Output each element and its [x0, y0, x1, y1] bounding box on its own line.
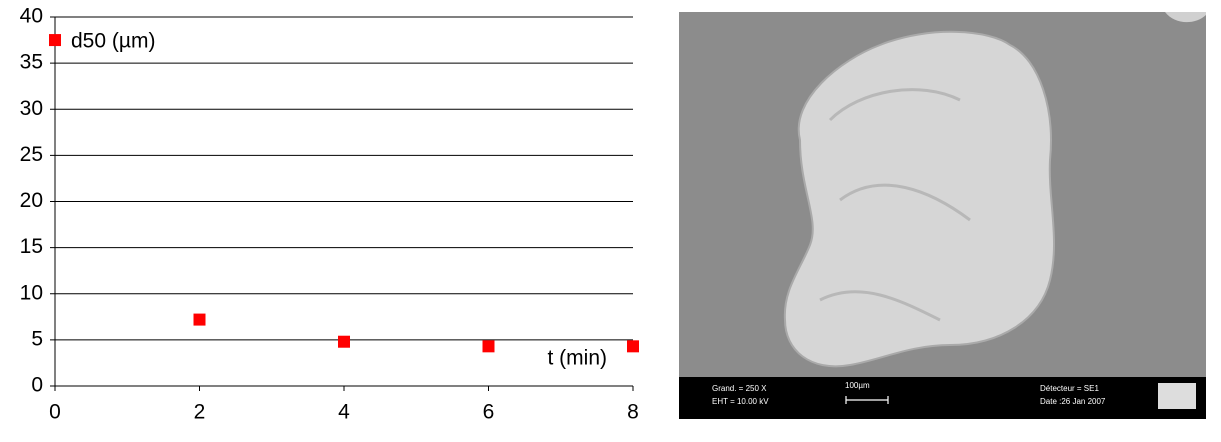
- figure: Grand. = 250 X EHT = 10.00 kV 100µm Déte…: [0, 0, 1221, 437]
- point: [49, 34, 61, 46]
- x-tick-label: 6: [483, 401, 495, 424]
- y-tick-label: 35: [20, 51, 43, 74]
- point: [338, 336, 350, 348]
- page: {"chart_data": {"type": "scatter", "ylab…: [0, 0, 1221, 437]
- y-axis-label: d50 (µm): [71, 30, 155, 53]
- x-tick-label: 8: [627, 401, 639, 424]
- micrograph: Grand. = 250 X EHT = 10.00 kV 100µm Déte…: [679, 12, 1206, 419]
- y-tick-label: 5: [31, 327, 43, 350]
- y-tick-label: 40: [20, 5, 43, 28]
- y-tick-label: 0: [31, 374, 43, 397]
- y-tick-label: 25: [20, 143, 43, 166]
- x-tick-label: 0: [49, 401, 61, 424]
- point: [194, 314, 206, 326]
- y-tick-label: 30: [20, 97, 43, 120]
- point: [483, 340, 495, 352]
- magnification: Grand. = 250 X: [712, 384, 767, 393]
- voltage: EHT = 10.00 kV: [712, 397, 769, 406]
- particle: [785, 32, 1054, 366]
- x-tick-label: 2: [194, 401, 206, 424]
- point: [627, 340, 639, 352]
- date: Date :26 Jan 2007: [1040, 397, 1106, 406]
- detector: Détecteur = SE1: [1040, 384, 1099, 393]
- logo: [1158, 383, 1196, 409]
- y-tick-label: 15: [20, 235, 43, 258]
- y-tick-label: 20: [20, 189, 43, 212]
- y-tick-label: 10: [20, 281, 43, 304]
- x-axis-label: t (min): [548, 347, 608, 370]
- scale-label: 100µm: [845, 381, 870, 390]
- chart: 0 5 10 15 20 25 30 35 40 0 2 4 6 8 d50 (µm) t (min): [20, 5, 639, 424]
- x-tick-label: 4: [338, 401, 350, 424]
